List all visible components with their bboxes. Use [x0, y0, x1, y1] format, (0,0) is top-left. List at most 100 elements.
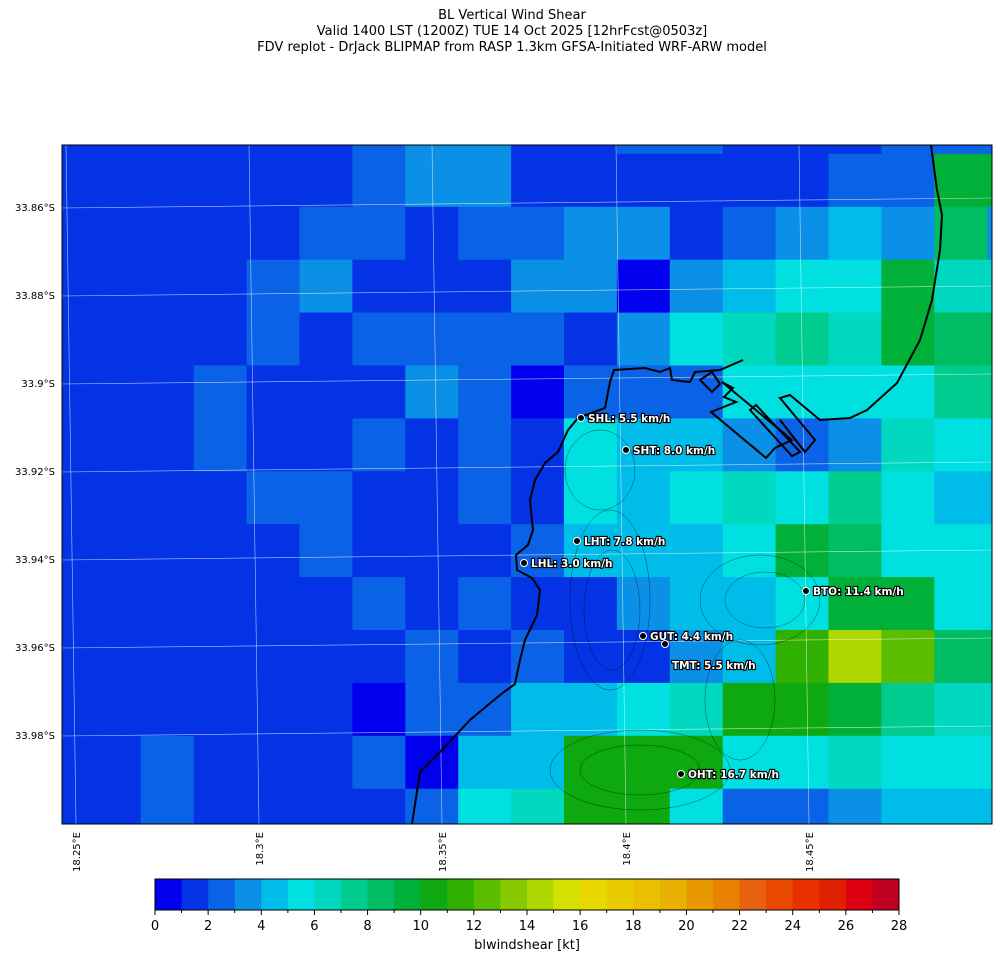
heatmap-cell — [458, 145, 512, 155]
heatmap-cell — [140, 365, 195, 419]
heatmap-cell — [987, 788, 992, 824]
heatmap-cell — [934, 365, 988, 419]
heatmap-cell — [616, 365, 671, 419]
heatmap-cell — [299, 735, 353, 790]
heatmap-cell — [987, 682, 992, 737]
heatmap-cell — [828, 524, 882, 578]
heatmap-cell — [246, 682, 301, 737]
station-label: TMT: 5.5 km/h — [672, 660, 756, 672]
heatmap-cell — [828, 259, 882, 314]
heatmap-cell — [564, 788, 618, 824]
colorbar-tick-label: 24 — [784, 919, 801, 934]
colorbar-label: blwindshear [kt] — [474, 938, 580, 953]
heatmap-cell — [246, 735, 301, 790]
heatmap-cell — [246, 577, 301, 631]
latitude-label: 33.98°S — [15, 731, 55, 742]
colorbar-bin — [447, 879, 475, 910]
heatmap-cell — [193, 312, 248, 367]
latitude-label: 33.88°S — [15, 291, 55, 302]
heatmap-cell — [828, 682, 882, 737]
heatmap-cell — [352, 145, 406, 155]
heatmap-cell — [934, 788, 988, 824]
heatmap-cell — [564, 312, 618, 367]
heatmap-cell — [246, 145, 301, 155]
heatmap-cell — [62, 788, 89, 824]
harbour-pier-1 — [709, 381, 794, 460]
heatmap-cell — [62, 682, 89, 737]
heatmap-cell — [458, 577, 512, 631]
colorbar-bin — [420, 879, 448, 910]
heatmap-cell — [140, 577, 195, 631]
heatmap-cell — [934, 471, 988, 525]
heatmap-cell — [828, 153, 882, 208]
heatmap-cell — [62, 630, 89, 684]
heatmap-cell — [564, 682, 618, 737]
heatmap-cell — [299, 153, 353, 208]
heatmap-cell — [987, 153, 992, 208]
colorbar-bin — [394, 879, 422, 910]
heatmap-cell — [775, 630, 830, 684]
longitude-label: 18.35°E — [438, 832, 449, 872]
heatmap-cell — [881, 735, 935, 790]
colorbar-bin — [739, 879, 767, 910]
heatmap-cell — [722, 577, 777, 631]
heatmap-cell — [193, 259, 248, 314]
heatmap-cell — [987, 735, 992, 790]
map-frame — [61, 144, 993, 825]
latitude-gridline — [62, 373, 992, 385]
heatmap-cell — [616, 259, 671, 314]
heatmap-cell — [458, 524, 512, 578]
colorbar-bin — [341, 879, 368, 910]
heatmap-cell — [511, 259, 565, 314]
heatmap-cell — [458, 735, 512, 790]
heatmap-cell — [616, 206, 671, 261]
heatmap-cell — [299, 312, 353, 367]
longitude-label: 18.4°E — [622, 832, 633, 866]
heatmap-cell — [458, 312, 512, 367]
latitude-gridline — [62, 461, 992, 473]
heatmap-cell — [299, 206, 353, 261]
heatmap-cell — [511, 153, 565, 208]
station-marker — [573, 537, 581, 545]
heatmap-cell — [299, 365, 353, 419]
heatmap-cell — [775, 682, 830, 737]
colorbar-tick-label: 16 — [572, 919, 589, 934]
heatmap-cell — [458, 153, 512, 208]
heatmap-cell — [246, 365, 301, 419]
latitude-gridline — [62, 725, 992, 737]
heatmap-cell — [722, 365, 777, 419]
heatmap-cell — [828, 206, 882, 261]
heatmap-cell — [722, 471, 777, 525]
colorbar-tick-label: 4 — [257, 919, 265, 934]
heatmap-cell — [299, 145, 353, 155]
colorbar-bin — [155, 879, 182, 910]
colorbar-bin — [713, 879, 740, 910]
heatmap-cell — [616, 312, 671, 367]
longitude-label: 18.3°E — [255, 832, 266, 866]
heatmap-cell — [299, 471, 353, 525]
heatmap-cell — [775, 524, 830, 578]
heatmap-cell — [511, 312, 565, 367]
heatmap-cell — [987, 312, 992, 367]
colorbar-bin — [659, 879, 687, 910]
heatmap-cell — [62, 418, 89, 472]
latitude-label: 33.86°S — [15, 203, 55, 214]
heatmap-cell — [87, 682, 142, 737]
heatmap-cell — [87, 259, 142, 314]
heatmap-cell — [881, 145, 935, 155]
heatmap-cell — [140, 630, 195, 684]
colorbar-tick-label: 26 — [838, 919, 855, 934]
heatmap-cell — [828, 145, 882, 155]
colorbar-bin — [261, 879, 289, 910]
heatmap-cell — [405, 365, 459, 419]
heatmap-cell — [881, 365, 935, 419]
heatmap-cell — [987, 365, 992, 419]
heatmap-cell — [87, 145, 142, 155]
heatmap-cell — [193, 524, 248, 578]
heatmap-cell — [934, 735, 988, 790]
heatmap-cell — [511, 735, 565, 790]
heatmap-cell — [722, 312, 777, 367]
heatmap-cell — [987, 630, 992, 684]
heatmap-cell — [669, 153, 724, 208]
longitude-labels: 18.25°E 18.3°E 18.35°E 18.4°E 18.45°E — [72, 832, 816, 872]
